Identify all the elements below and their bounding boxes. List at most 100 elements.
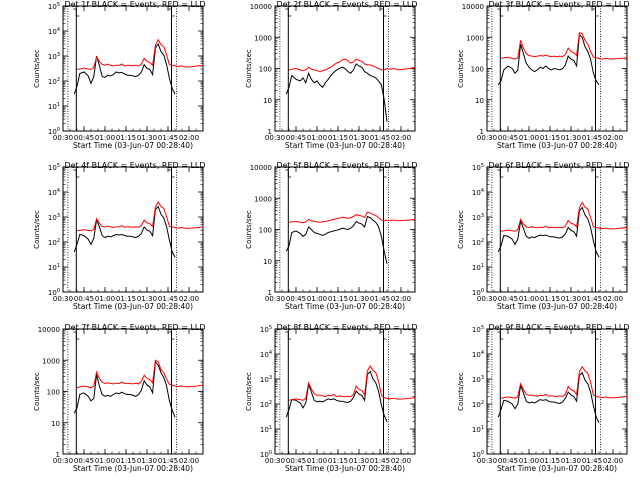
y-axis-label: Counts/sec bbox=[245, 49, 253, 88]
marker-bracket bbox=[497, 331, 504, 340]
x-tick-label: 01:45 bbox=[158, 457, 178, 465]
x-tick-label: 01:45 bbox=[370, 457, 390, 465]
x-axis-label: Start Time (03-Jun-07 00:28:40) bbox=[497, 141, 617, 150]
y-tick-label: 104 bbox=[48, 27, 60, 36]
y-tick-label: 1000 bbox=[254, 34, 272, 42]
x-tick-label: 02:00 bbox=[391, 457, 411, 465]
x-tick-label: 01:30 bbox=[349, 134, 369, 142]
y-tick-label: 1 bbox=[268, 289, 272, 297]
series-line-events bbox=[497, 206, 600, 258]
x-axis-label: Start Time (03-Jun-07 00:28:40) bbox=[285, 464, 405, 473]
x-tick-label: 00:30 bbox=[265, 295, 285, 303]
marker-bracket bbox=[285, 169, 292, 178]
plot-frame bbox=[274, 166, 416, 293]
y-tick-label: 10000 bbox=[250, 164, 272, 172]
x-tick-label: 01:15 bbox=[540, 295, 560, 303]
marker-bracket bbox=[168, 331, 175, 340]
y-axis-label: Counts/sec bbox=[33, 49, 41, 88]
x-tick-label: 00:45 bbox=[74, 134, 94, 142]
x-tick-label: 00:30 bbox=[53, 457, 73, 465]
marker-bracket bbox=[380, 169, 387, 178]
x-tick-label: 01:45 bbox=[158, 295, 178, 303]
marker-bracket bbox=[592, 331, 599, 340]
marker-bracket bbox=[285, 331, 292, 340]
y-tick-label: 10 bbox=[475, 97, 484, 105]
x-tick-label: 02:00 bbox=[603, 134, 623, 142]
marker-bracket bbox=[497, 169, 504, 178]
panel-title: Det 8f BLACK = Events, RED = LLD bbox=[276, 323, 417, 332]
marker-bracket bbox=[168, 8, 175, 17]
y-tick-label: 103 bbox=[48, 52, 60, 61]
x-tick-label: 01:30 bbox=[561, 295, 581, 303]
detector-panel-4: Det 4f BLACK = Events, RED = LLD 100 101 10… bbox=[33, 161, 206, 311]
y-axis-label: Counts/sec bbox=[33, 210, 41, 249]
marker-bracket bbox=[73, 8, 80, 17]
marker-bracket bbox=[168, 169, 175, 178]
x-tick-label: 01:00 bbox=[519, 457, 539, 465]
x-axis-label: Start Time (03-Jun-07 00:28:40) bbox=[73, 302, 193, 311]
x-tick-label: 01:45 bbox=[370, 295, 390, 303]
x-tick-label: 00:45 bbox=[286, 134, 306, 142]
x-tick-label: 01:30 bbox=[561, 457, 581, 465]
y-tick-label: 100 bbox=[260, 450, 272, 459]
y-tick-label: 102 bbox=[472, 238, 484, 247]
x-tick-label: 00:45 bbox=[498, 457, 518, 465]
detector-panel-9: Det 9f BLACK = Events, RED = LLD 100 101 10… bbox=[457, 323, 630, 473]
x-tick-label: 02:00 bbox=[603, 457, 623, 465]
y-tick-label: 100 bbox=[48, 127, 60, 136]
marker-bracket bbox=[497, 8, 504, 17]
x-tick-label: 01:00 bbox=[519, 134, 539, 142]
panel-title: Det 9f BLACK = Events, RED = LLD bbox=[488, 323, 629, 332]
x-tick-label: 00:45 bbox=[286, 457, 306, 465]
y-axis-label: Counts/sec bbox=[457, 210, 465, 249]
series-line-lld bbox=[76, 359, 204, 389]
x-axis-label: Start Time (03-Jun-07 00:28:40) bbox=[73, 141, 193, 150]
y-tick-label: 103 bbox=[472, 213, 484, 222]
x-tick-label: 00:45 bbox=[498, 134, 518, 142]
y-axis-label: Counts/sec bbox=[457, 49, 465, 88]
y-tick-label: 1000 bbox=[42, 357, 60, 365]
marker-bracket bbox=[380, 331, 387, 340]
x-tick-label: 00:30 bbox=[477, 295, 497, 303]
y-tick-label: 105 bbox=[48, 2, 60, 11]
y-tick-label: 1 bbox=[56, 451, 60, 459]
y-tick-label: 10000 bbox=[462, 3, 484, 11]
x-tick-label: 01:15 bbox=[116, 134, 136, 142]
marker-bracket bbox=[285, 8, 292, 17]
y-tick-label: 102 bbox=[472, 400, 484, 409]
y-axis-label: Counts/sec bbox=[245, 372, 253, 411]
y-tick-label: 1000 bbox=[466, 34, 484, 42]
x-tick-label: 02:00 bbox=[179, 295, 199, 303]
y-tick-label: 104 bbox=[48, 188, 60, 197]
plot-frame bbox=[486, 5, 628, 132]
y-tick-label: 101 bbox=[260, 425, 272, 434]
series-line-events bbox=[73, 205, 176, 258]
x-tick-label: 01:00 bbox=[95, 457, 115, 465]
panel-title: Det 7f BLACK = Events, RED = LLD bbox=[64, 323, 205, 332]
x-tick-label: 01:45 bbox=[582, 457, 602, 465]
series-line-lld bbox=[288, 211, 416, 224]
y-tick-label: 100 bbox=[259, 227, 272, 235]
plot-frame bbox=[62, 328, 204, 455]
x-tick-label: 00:30 bbox=[265, 457, 285, 465]
x-tick-label: 02:00 bbox=[391, 134, 411, 142]
y-tick-label: 100 bbox=[471, 66, 484, 74]
y-tick-label: 102 bbox=[48, 238, 60, 247]
x-tick-label: 02:00 bbox=[179, 457, 199, 465]
marker-bracket bbox=[380, 8, 387, 17]
panel-title: Det 5f BLACK = Events, RED = LLD bbox=[276, 161, 417, 170]
y-tick-label: 104 bbox=[260, 350, 272, 359]
x-tick-label: 01:45 bbox=[370, 134, 390, 142]
detector-panel-5: Det 5f BLACK = Events, RED = LLD 1 10 100 10… bbox=[245, 161, 418, 311]
series-line-events bbox=[285, 63, 388, 122]
x-axis-label: Start Time (03-Jun-07 00:28:40) bbox=[285, 302, 405, 311]
detector-panel-1: Det 1f BLACK = Events, RED = LLD 100 101 10… bbox=[33, 0, 206, 150]
x-tick-label: 01:15 bbox=[540, 457, 560, 465]
y-tick-label: 100 bbox=[47, 389, 60, 397]
x-tick-label: 01:30 bbox=[349, 295, 369, 303]
marker-bracket bbox=[592, 8, 599, 17]
series-line-lld bbox=[500, 32, 628, 60]
x-axis-label: Start Time (03-Jun-07 00:28:40) bbox=[285, 141, 405, 150]
x-tick-label: 01:15 bbox=[116, 457, 136, 465]
